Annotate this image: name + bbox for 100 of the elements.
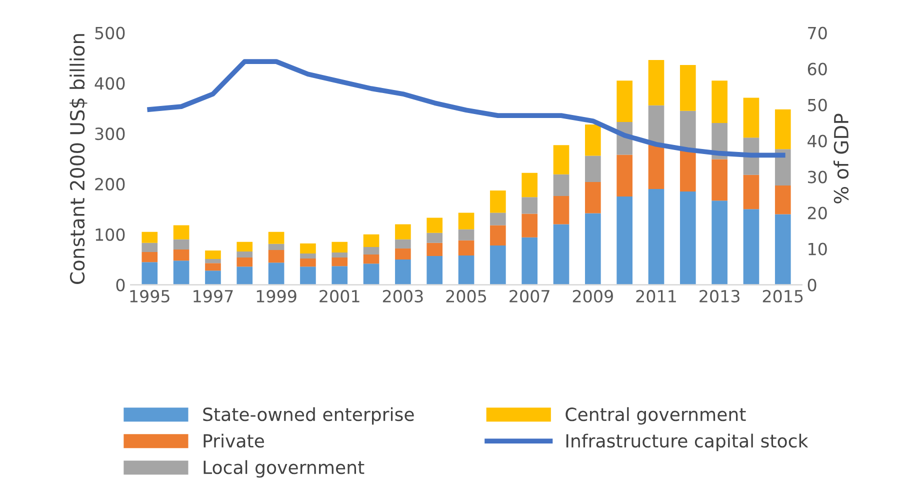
bar [395, 248, 411, 260]
bar [553, 145, 570, 174]
bar [680, 110, 696, 150]
bar [142, 252, 158, 262]
bar [680, 65, 696, 111]
x-tick-label: 1995 [130, 290, 170, 303]
legend-label: Private [204, 434, 264, 448]
bar [363, 246, 380, 255]
bar [648, 189, 664, 285]
bar [426, 256, 443, 285]
bar [300, 254, 316, 259]
bar [522, 197, 538, 214]
x-tick-label: 1999 [256, 290, 296, 303]
bar [236, 251, 253, 258]
bar [743, 98, 760, 138]
bar [236, 266, 253, 285]
bar [648, 105, 664, 145]
bar [712, 80, 728, 123]
line-series [147, 59, 786, 158]
y2-tick-label: 70 [808, 26, 827, 40]
x-tick-label: 2001 [320, 290, 360, 303]
bar [395, 224, 411, 240]
bar [332, 252, 348, 258]
bar [490, 212, 506, 226]
bar [332, 258, 348, 266]
bar [173, 260, 190, 285]
x-tick-label: 2013 [700, 290, 740, 303]
bar [205, 250, 221, 260]
bar [332, 266, 348, 285]
bar [712, 159, 728, 201]
bar [680, 149, 696, 192]
bar [743, 174, 760, 210]
bar [236, 258, 253, 267]
bar [300, 258, 316, 267]
bar [585, 156, 601, 182]
y-tick-label: 100 [96, 228, 125, 241]
bar [774, 185, 791, 214]
bar [300, 243, 316, 254]
bar [395, 239, 411, 248]
bar [426, 218, 443, 233]
y-axis-title: Constant 2000 US$ billion [70, 34, 88, 284]
bar [236, 242, 253, 252]
bar [205, 259, 221, 264]
bar [616, 80, 632, 122]
bar [205, 270, 221, 285]
bar [268, 262, 284, 285]
bar [363, 254, 380, 264]
bar [426, 242, 443, 256]
bar [648, 60, 664, 106]
x-tick-label: 2003 [382, 290, 423, 303]
y2-tick-label: 0 [808, 278, 816, 292]
x-tick-label: 2005 [446, 290, 486, 303]
y2-axis-title: % of GDP [834, 114, 849, 204]
bar [363, 234, 380, 247]
y2-tick-label: 40 [808, 134, 827, 148]
bar [522, 214, 538, 238]
bar [522, 172, 538, 198]
bar [395, 260, 411, 285]
y2-tick-label: 20 [808, 206, 827, 220]
bar [173, 239, 190, 250]
legend-label: Local government [204, 460, 364, 478]
bar [490, 245, 506, 285]
bar [585, 213, 601, 285]
legend-label: Central government [566, 407, 746, 425]
x-tick-label: 2009 [572, 290, 613, 303]
bar [142, 232, 158, 243]
bar [173, 249, 190, 261]
bar [300, 266, 316, 285]
bar [680, 192, 696, 285]
bar [553, 224, 570, 285]
bar [173, 225, 190, 240]
bar [743, 209, 760, 285]
y2-tick-label: 10 [808, 242, 827, 256]
y2-tick-label: 60 [808, 62, 827, 76]
bar [458, 212, 474, 230]
bar [616, 154, 632, 197]
bar [490, 225, 506, 246]
y2-tick-label: 50 [808, 98, 827, 112]
legend-label: Infrastructure capital stock [566, 434, 808, 452]
y-tick-label: 0 [116, 278, 125, 292]
bar [774, 149, 791, 186]
bar [774, 109, 791, 150]
bar [268, 250, 284, 263]
bar [268, 244, 284, 250]
bar [205, 263, 221, 271]
bar [332, 242, 348, 253]
y-tick-label: 200 [95, 178, 125, 191]
bar [458, 240, 474, 256]
y-tick-label: 400 [94, 77, 125, 90]
bar [553, 196, 570, 224]
x-tick-label: 2011 [636, 290, 676, 303]
bar [585, 124, 601, 156]
bar [490, 190, 506, 213]
bar [142, 262, 158, 285]
bar [774, 214, 791, 285]
bar [712, 200, 728, 285]
bar [616, 196, 632, 285]
bar [426, 232, 443, 243]
bar [553, 174, 570, 196]
bar [363, 264, 380, 285]
